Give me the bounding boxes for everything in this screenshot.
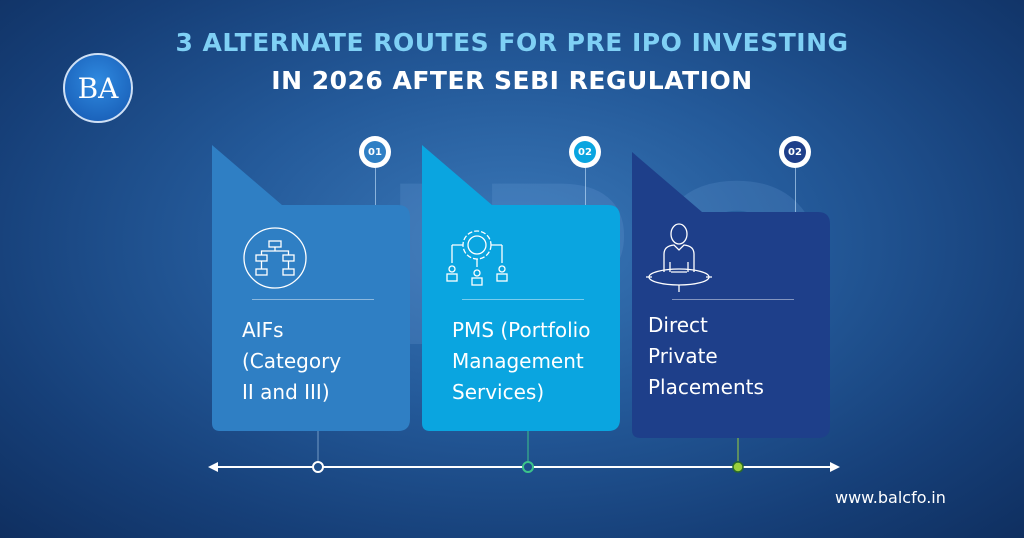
badge-connector xyxy=(375,168,376,208)
person-target-icon xyxy=(646,223,712,292)
step-badge-1: 01 xyxy=(359,136,391,168)
arrow-right-icon xyxy=(830,462,840,472)
badge-connector xyxy=(795,168,796,214)
badge-connector xyxy=(585,168,586,208)
card-divider xyxy=(252,299,374,300)
website-link[interactable]: www.balcfo.in xyxy=(835,488,946,507)
timeline-dot xyxy=(732,461,744,473)
route-card-direct-placements: Direct Private Placements xyxy=(632,152,830,438)
card-label: Direct Private Placements xyxy=(648,313,764,399)
org-chart-icon xyxy=(243,227,307,289)
route-card-pms: PMS (Portfolio Management Services) xyxy=(422,145,620,431)
step-badge-3: 02 xyxy=(779,136,811,168)
timeline-dot xyxy=(312,461,324,473)
card-label: AIFs (Category II and III) xyxy=(242,318,342,404)
timeline-dot xyxy=(522,461,534,473)
title-line-1: 3 ALTERNATE ROUTES FOR PRE IPO INVESTING xyxy=(175,28,849,57)
title-line-2: IN 2026 AFTER SEBI REGULATION xyxy=(271,66,753,95)
card-divider xyxy=(462,299,584,300)
gear-team-icon xyxy=(446,230,508,286)
card-label: PMS (Portfolio Management Services) xyxy=(452,318,591,404)
route-card-aifs: AIFs (Category II and III) xyxy=(212,145,410,431)
step-badge-2: 02 xyxy=(569,136,601,168)
card-divider xyxy=(672,299,794,300)
logo: BA xyxy=(63,53,133,123)
arrow-left-icon xyxy=(208,462,218,472)
